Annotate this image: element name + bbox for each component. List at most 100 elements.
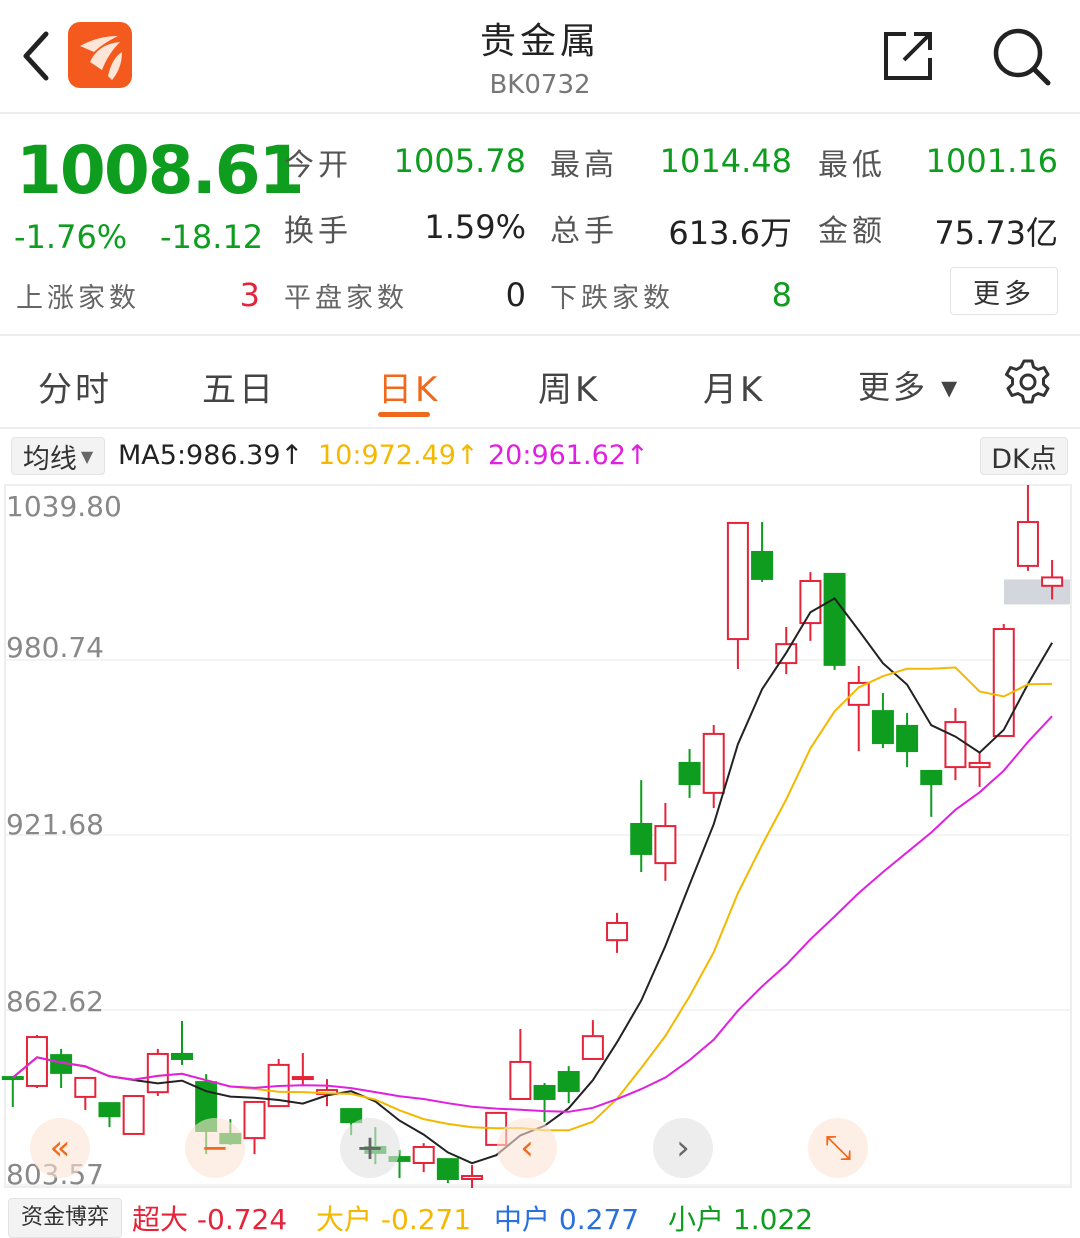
divider — [0, 334, 1080, 336]
caret-down-icon: ▼ — [80, 446, 94, 466]
divider — [0, 427, 1080, 429]
dk-point-button[interactable]: DK点 — [980, 437, 1068, 475]
scroll-left-button[interactable]: ‹ — [497, 1118, 557, 1178]
y-tick-label: 862.62 — [6, 985, 104, 1018]
stat-label: 总手 — [550, 214, 618, 249]
candle-body — [606, 921, 629, 942]
active-tab-indicator — [378, 412, 430, 417]
ma-selector-dropdown[interactable]: 均线 ▼ — [11, 437, 105, 475]
candle-body — [678, 761, 701, 785]
candle-body — [1041, 576, 1064, 587]
tab-daily-k[interactable]: 日K — [378, 370, 441, 410]
stat-label: 换手 — [284, 214, 352, 249]
ma20-line — [12, 715, 1053, 1113]
candle-body — [340, 1108, 363, 1124]
arrow-up-icon: ↑ — [625, 440, 649, 471]
search-icon — [993, 28, 1051, 86]
candle-body — [702, 732, 725, 794]
tab-more[interactable]: 更多 ▾ — [858, 368, 961, 406]
breadth-label: 上涨家数 — [16, 283, 140, 314]
tab-weekly-k[interactable]: 周K — [538, 370, 601, 410]
candle-body — [461, 1175, 484, 1180]
candle-body — [1016, 521, 1039, 567]
tab-monthly-k[interactable]: 月K — [703, 370, 766, 410]
last-price: 1008.61 — [16, 132, 305, 209]
more-stats-button[interactable]: 更多 — [950, 267, 1058, 315]
kline-chart[interactable] — [0, 485, 1080, 1188]
fund-flow-button[interactable]: 资金博弈 — [8, 1198, 122, 1238]
ma-selector-label: 均线 — [22, 443, 77, 475]
stat-open: 1005.78 — [393, 142, 526, 180]
change-percent: -1.76% — [14, 218, 128, 256]
arrow-up-icon: ↑ — [455, 440, 479, 471]
candle-body — [726, 521, 749, 641]
candle-body — [533, 1084, 556, 1100]
candle-body — [823, 572, 846, 666]
stat-low: 1001.16 — [925, 142, 1058, 180]
candle-body — [944, 721, 967, 769]
tab-five-day[interactable]: 五日 — [202, 370, 276, 410]
candle-body — [920, 769, 943, 785]
candle-body — [799, 580, 822, 625]
stat-label: 最低 — [818, 148, 886, 183]
stat-high: 1014.48 — [659, 142, 792, 180]
stat-amount: 75.73亿 — [934, 214, 1058, 252]
y-tick-label: 921.68 — [6, 808, 104, 841]
tab-intraday[interactable]: 分时 — [38, 370, 112, 410]
back-button[interactable] — [14, 28, 58, 84]
page-title: 贵金属 — [479, 21, 600, 62]
candle-body — [968, 761, 991, 769]
stat-volume: 613.6万 — [668, 214, 792, 252]
scroll-left-fast-button[interactable]: « — [30, 1118, 90, 1178]
advancers-count: 3 — [239, 276, 260, 314]
stat-label: 最高 — [550, 148, 618, 183]
unchanged-count: 0 — [505, 276, 526, 314]
candle-body — [170, 1052, 193, 1060]
candle-body — [896, 724, 919, 753]
candle-body — [146, 1052, 169, 1094]
app-logo-icon — [68, 22, 132, 88]
decliners-count: 8 — [771, 276, 792, 314]
stat-label: 今开 — [284, 148, 352, 183]
chevron-left-icon — [23, 31, 49, 81]
chart-settings-button[interactable] — [1004, 358, 1052, 406]
candle-body — [847, 681, 870, 706]
fund-flow-item: 小户 1.022 — [668, 1203, 814, 1236]
zoom-out-button[interactable]: − — [185, 1118, 245, 1178]
share-icon — [884, 32, 932, 80]
zoom-in-button[interactable]: + — [340, 1118, 400, 1178]
candle-body — [74, 1076, 97, 1098]
stat-turnover: 1.59% — [424, 208, 526, 246]
candle-body — [581, 1035, 604, 1060]
y-tick-label: 980.74 — [6, 631, 104, 664]
candle-body — [557, 1071, 580, 1092]
arrow-up-icon: ↑ — [280, 440, 304, 471]
ma5-value: MA5:986.39↑ — [118, 440, 304, 471]
candle-body — [654, 825, 677, 865]
fund-flow-item: 超大 -0.724 — [132, 1203, 288, 1236]
candle-body — [98, 1102, 121, 1118]
candle-body — [509, 1060, 532, 1100]
gear-icon — [1005, 359, 1050, 404]
search-button[interactable] — [990, 26, 1052, 86]
sector-code: BK0732 — [489, 70, 591, 100]
ma10-value: 10:972.49↑ — [318, 440, 479, 471]
change-value: -18.12 — [160, 218, 264, 256]
divider — [0, 112, 1080, 114]
breadth-label: 平盘家数 — [284, 283, 408, 314]
ma20-value: 20:961.62↑ — [488, 440, 649, 471]
candle-body — [630, 822, 653, 855]
candle-body — [871, 710, 894, 745]
stat-label: 金额 — [818, 214, 886, 249]
expand-chart-button[interactable]: ⤡ — [808, 1118, 868, 1178]
candle-body — [122, 1095, 145, 1135]
candle-body — [992, 628, 1015, 737]
fund-flow-item: 大户 -0.271 — [316, 1203, 472, 1236]
scroll-right-button[interactable]: › — [653, 1118, 713, 1178]
candle-body — [412, 1145, 435, 1164]
share-button[interactable] — [882, 28, 936, 82]
breadth-label: 下跌家数 — [550, 283, 674, 314]
candle-body — [243, 1100, 266, 1140]
candle-body — [25, 1036, 48, 1087]
candle-body — [291, 1076, 314, 1081]
